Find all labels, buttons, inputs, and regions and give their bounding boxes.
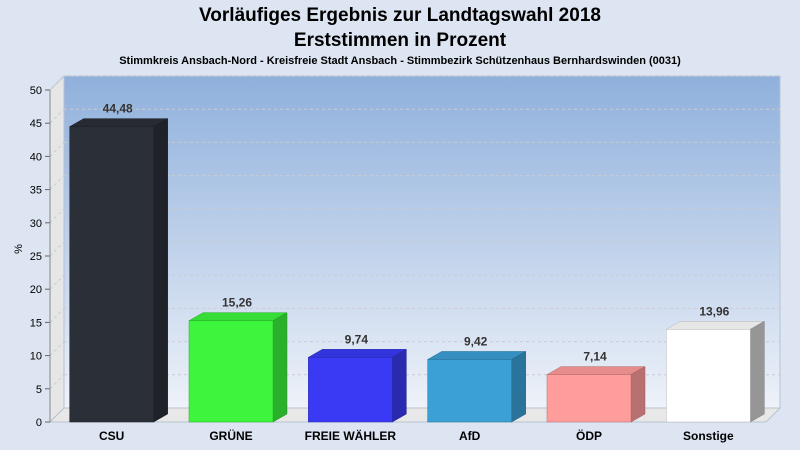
bar — [665, 320, 766, 423]
x-tick-label: FREIE WÄHLER — [305, 428, 397, 443]
bar-top — [665, 321, 766, 330]
x-tick-label: CSU — [99, 429, 124, 443]
bar-front — [308, 357, 393, 423]
y-axis-label: % — [13, 244, 25, 254]
data-label: 13,96 — [699, 304, 729, 318]
y-tick-label: 20 — [30, 284, 42, 296]
y-tick-label: 45 — [30, 118, 42, 130]
data-label: 44,48 — [103, 102, 133, 116]
y-tick-label: 30 — [30, 218, 42, 230]
bar — [68, 118, 169, 423]
x-tick-label: GRÜNE — [209, 428, 252, 443]
bar-front — [188, 320, 274, 423]
left-wall — [49, 74, 65, 424]
x-tick-label: ÖDP — [576, 428, 602, 443]
data-label: 15,26 — [222, 296, 252, 310]
bar-side — [511, 351, 526, 423]
bar-side — [153, 118, 168, 423]
x-tick-label: Sonstige — [683, 429, 734, 443]
bar-top — [307, 349, 408, 358]
bar-top — [68, 118, 169, 127]
data-label: 9,74 — [345, 332, 369, 346]
bar — [426, 351, 527, 423]
bar — [546, 366, 646, 423]
y-tick-label: 0 — [36, 417, 42, 429]
bar-top — [188, 312, 288, 321]
bar-front — [666, 329, 751, 423]
bar-front — [427, 359, 512, 423]
y-tick-label: 5 — [36, 384, 42, 396]
bar-side — [750, 320, 765, 423]
y-tick-label: 50 — [30, 85, 42, 97]
bar-front — [69, 126, 154, 423]
chart-title-line2: Erststimmen in Prozent — [294, 30, 507, 51]
bar-side — [392, 348, 407, 423]
plot-area: 0 5 10 15 20 25 30 35 40 45 50 44,48 CSU 15,26 GRÜNE 9,… — [30, 74, 782, 443]
data-label: 9,42 — [464, 334, 488, 348]
y-tick-label: 10 — [30, 351, 42, 363]
chart-subtitle: Stimmkreis Ansbach-Nord - Kreisfreie Sta… — [119, 55, 681, 67]
bar-side — [630, 366, 646, 423]
x-tick-label: AfD — [459, 429, 481, 443]
bar-top — [426, 351, 527, 360]
y-tick-label: 35 — [30, 185, 42, 197]
bar-front — [546, 374, 632, 423]
bar-top — [546, 366, 646, 375]
bar — [307, 348, 408, 423]
y-tick-label: 15 — [30, 317, 42, 329]
y-tick-label: 25 — [30, 251, 42, 263]
bar — [188, 312, 288, 423]
y-tick-label: 40 — [30, 151, 42, 163]
bar-side — [272, 312, 288, 423]
chart-title: Vorläufiges Ergebnis zur Landtagswahl 20… — [199, 5, 601, 26]
data-label: 7,14 — [583, 350, 607, 364]
